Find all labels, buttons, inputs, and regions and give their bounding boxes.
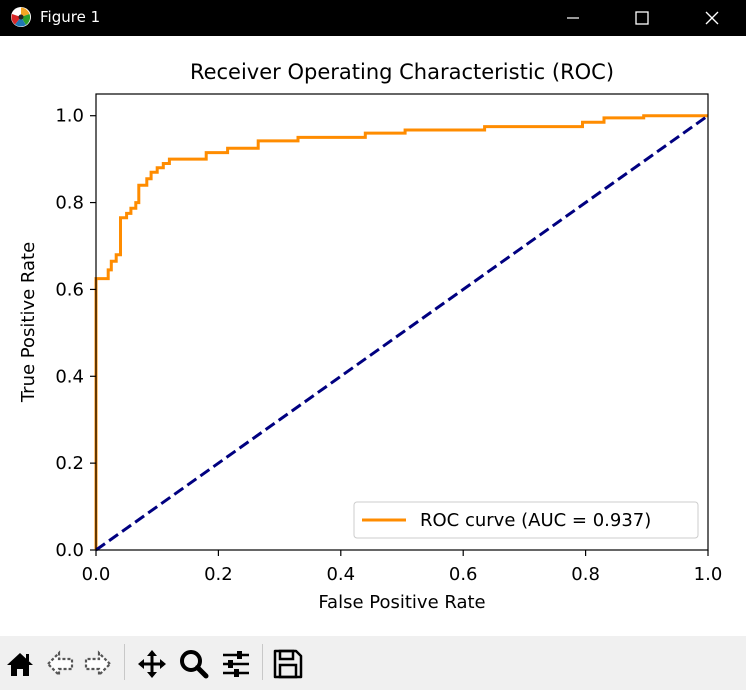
- y-axis-label: True Positive Rate: [18, 242, 39, 403]
- axes-frame: [95, 93, 709, 551]
- toolbar-separator: [124, 644, 125, 680]
- x-tick-label: 0.4: [326, 564, 355, 585]
- save-button[interactable]: [270, 646, 306, 682]
- legend-label-roc: ROC curve (AUC = 0.937): [420, 510, 651, 531]
- close-icon: [705, 11, 719, 25]
- zoom-magnifier-icon: [180, 650, 209, 679]
- configure-subplots-icon: [223, 651, 249, 677]
- pan-button[interactable]: [134, 646, 170, 682]
- minimize-icon: [567, 17, 579, 19]
- roc-chart: Receiver Operating Characteristic (ROC) …: [18, 60, 723, 613]
- close-button[interactable]: [689, 0, 735, 36]
- configure-subplots-button[interactable]: [218, 646, 254, 682]
- y-tick-label: 0.4: [55, 366, 84, 387]
- home-icon: [7, 653, 33, 676]
- x-tick-label: 0.2: [204, 564, 233, 585]
- x-axis-label: False Positive Rate: [318, 592, 485, 613]
- forward-arrow-icon: [84, 650, 112, 678]
- y-tick-label: 1.0: [55, 106, 84, 127]
- y-tick-label: 0.0: [55, 540, 84, 561]
- zoom-button[interactable]: [176, 646, 212, 682]
- roc-curve-line: [94, 114, 708, 550]
- legend: ROC curve (AUC = 0.937): [353, 501, 699, 539]
- y-axis-ticks: 0.0 0.2 0.4 0.6 0.8 1.0: [55, 106, 96, 561]
- y-tick-label: 0.8: [55, 193, 84, 214]
- legend-box: [353, 501, 699, 539]
- pan-move-icon: [138, 650, 166, 678]
- navigation-toolbar: [0, 636, 746, 690]
- back-button[interactable]: [42, 646, 78, 682]
- x-tick-label: 0.8: [571, 564, 600, 585]
- maximize-icon: [635, 11, 649, 25]
- y-tick-label: 0.2: [55, 453, 84, 474]
- figure-canvas[interactable]: Receiver Operating Characteristic (ROC) …: [0, 36, 746, 636]
- window-titlebar: Figure 1: [0, 0, 746, 36]
- x-tick-label: 0.6: [449, 564, 478, 585]
- plot-lines: [94, 114, 709, 552]
- x-tick-label: 1.0: [694, 564, 723, 585]
- save-floppy-icon: [273, 649, 303, 679]
- toolbar-separator: [262, 644, 263, 680]
- minimize-button[interactable]: [550, 0, 596, 36]
- chart-title: Receiver Operating Characteristic (ROC): [190, 60, 614, 84]
- forward-button[interactable]: [80, 646, 116, 682]
- home-button[interactable]: [2, 646, 38, 682]
- y-tick-label: 0.6: [55, 279, 84, 300]
- chance-diagonal-line: [95, 114, 709, 552]
- maximize-button[interactable]: [619, 0, 665, 36]
- x-axis-ticks: 0.0 0.2 0.4 0.6 0.8 1.0: [82, 550, 723, 585]
- window-title: Figure 1: [40, 8, 101, 26]
- back-arrow-icon: [46, 650, 74, 678]
- x-tick-label: 0.0: [82, 564, 111, 585]
- matplotlib-logo-icon: [11, 7, 31, 27]
